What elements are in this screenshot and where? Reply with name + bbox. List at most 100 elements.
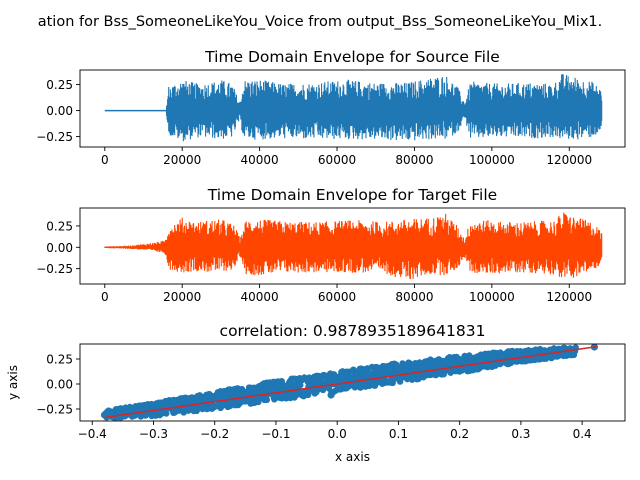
x-tick-label: 0.2 (450, 427, 469, 441)
x-tick-label: 0.0 (328, 427, 347, 441)
scatter-point (201, 395, 208, 402)
scatter-point (532, 346, 539, 353)
scatter-point (326, 373, 334, 380)
scatter-point (451, 357, 458, 365)
y-tick-label: 0.00 (46, 104, 73, 118)
scatter-point (370, 381, 378, 389)
scatter-point (325, 385, 333, 392)
scatter-point (113, 413, 121, 421)
scatter-point (283, 395, 290, 402)
scatter-point (242, 388, 250, 396)
y-tick-label: 0.00 (46, 378, 73, 392)
x-tick-label: 40000 (241, 290, 279, 304)
scatter-point (386, 377, 393, 385)
scatter-point (397, 375, 404, 382)
x-tick-label: 120000 (546, 153, 592, 167)
scatter-point (467, 366, 474, 374)
scatter-point (143, 403, 150, 410)
scatter-point (157, 402, 164, 409)
axes-frame (79, 207, 626, 285)
x-tick-label: −0.4 (78, 427, 107, 441)
y-tick-label: 0.25 (46, 219, 73, 233)
y-tick-label: 0.25 (46, 353, 73, 367)
x-tick-label: 100000 (469, 290, 515, 304)
scatter-point (300, 393, 307, 400)
scatter-point (309, 376, 316, 384)
scatter-point (405, 359, 413, 367)
scatter-point (216, 390, 224, 398)
scatter-point (259, 381, 266, 388)
scatter-point (226, 386, 234, 393)
scatter-point (552, 353, 559, 360)
scatter-point (392, 362, 399, 370)
subplot-title: correlation: 0.9878935189641831 (220, 322, 486, 340)
scatter-point (472, 366, 480, 373)
scatter-point (358, 383, 365, 390)
scatter-point (343, 372, 350, 379)
scatter-point (186, 405, 193, 412)
plot-area (104, 212, 603, 280)
x-tick-label: −0.2 (200, 427, 229, 441)
scatter-point (301, 374, 308, 381)
scatter-point (491, 362, 498, 369)
figure-suptitle: ation for Bss_SomeoneLikeYou_Voice from … (38, 14, 603, 30)
waveform-series (104, 212, 603, 280)
scatter-point (489, 349, 497, 357)
y-tick-label: −0.25 (36, 403, 73, 417)
y-tick-label: −0.25 (36, 130, 73, 144)
scatter-point (288, 375, 296, 382)
scatter-point (236, 390, 243, 398)
y-tick-label: 0.25 (46, 78, 73, 92)
y-tick-label: −0.25 (36, 262, 73, 276)
plot-area (104, 74, 603, 142)
scatter-point (521, 348, 528, 355)
plot-area (100, 344, 598, 421)
subplot-title: Time Domain Envelope for Target File (207, 186, 497, 204)
x-tick-label: 0.4 (573, 427, 592, 441)
x-tick-label: 20000 (163, 153, 201, 167)
scatter-point (162, 402, 170, 409)
scatter-point (327, 391, 335, 399)
subplot-1: Time Domain Envelope for Source File 0 200… (36, 48, 626, 167)
regression-line (104, 345, 598, 419)
waveform-series (165, 74, 603, 142)
scatter-point (386, 367, 393, 375)
scatter-point (411, 364, 419, 371)
scatter-point (432, 371, 440, 379)
scatter-point (171, 409, 178, 416)
axes-frame (79, 69, 626, 148)
scatter-point (365, 369, 372, 376)
x-tick-label: 60000 (318, 290, 356, 304)
x-tick-label: 80000 (395, 290, 433, 304)
y-tick-label: 0.00 (46, 241, 73, 255)
scatter-point (486, 362, 493, 369)
scatter-point (316, 376, 323, 383)
scatter-point (240, 398, 247, 405)
x-tick-label: −0.1 (261, 427, 290, 441)
x-tick-label: 80000 (395, 153, 433, 167)
x-tick-label: 20000 (163, 290, 201, 304)
scatter-point (225, 399, 232, 406)
x-tick-label: 120000 (546, 290, 592, 304)
scatter-point (391, 375, 398, 382)
scatter-point (351, 368, 358, 375)
scatter-point (381, 363, 388, 370)
scatter-point (249, 399, 256, 406)
scatter-point (193, 397, 201, 405)
x-tick-label: 60000 (318, 153, 356, 167)
x-tick-label: 0.3 (511, 427, 530, 441)
scatter-point (500, 353, 507, 361)
scatter-point (251, 384, 258, 391)
scatter-point (442, 357, 449, 365)
scatter-point (426, 362, 433, 369)
x-tick-label: 0.1 (389, 427, 408, 441)
scatter-point (416, 363, 423, 370)
scatter-point (522, 358, 529, 365)
scatter-point (300, 388, 308, 395)
subplot-3: correlation: 0.9878935189641831 −0.4 −0.3 −… (6, 322, 626, 464)
scatter-point (261, 394, 268, 401)
scatter-point (257, 387, 264, 395)
scatter-point (108, 409, 115, 417)
scatter-point (399, 362, 407, 369)
axes-frame (79, 343, 626, 422)
